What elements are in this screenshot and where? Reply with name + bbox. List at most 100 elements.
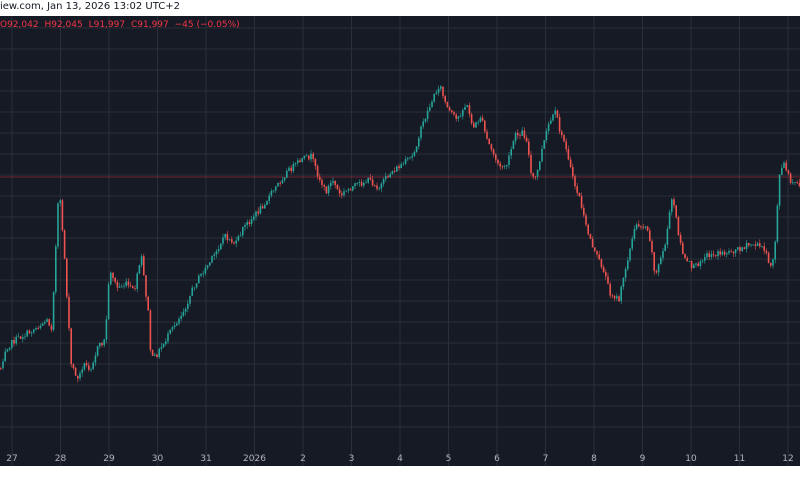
candle-body	[70, 328, 72, 365]
candle-body	[400, 164, 402, 169]
candle-body	[519, 135, 521, 136]
candle-body	[129, 285, 132, 287]
candle-body	[525, 137, 528, 142]
candle-body	[638, 224, 640, 227]
x-tick-label: 31	[200, 454, 211, 464]
candle-body	[41, 323, 44, 326]
candle-body	[178, 318, 180, 324]
candle-body	[787, 170, 790, 174]
candle-body	[226, 234, 229, 241]
candle-body	[690, 261, 693, 269]
candle-body	[767, 252, 770, 263]
candles	[0, 84, 800, 383]
candle-body	[499, 163, 501, 167]
candle-body	[288, 167, 290, 171]
candle-body	[242, 227, 244, 236]
ohlc-legend: O92,042 H92,045 L91,997 C91,997 −45 (−0.…	[0, 20, 243, 30]
candle-body	[162, 343, 165, 347]
candle-body	[26, 330, 28, 337]
chart-panel[interactable]: 27 28 29 30 31 2026 2 3 4 5 6 7 8 9 10 11 12 O92,042 H92…	[0, 16, 800, 466]
candle-body	[748, 242, 750, 246]
candle-body	[600, 259, 603, 267]
candle-body	[248, 222, 251, 224]
x-tick-label: 29	[103, 454, 115, 464]
candle-body	[616, 296, 618, 299]
candle-body	[283, 177, 286, 181]
candle-body	[633, 229, 636, 239]
candle-body	[574, 176, 576, 187]
candle-body	[19, 336, 22, 339]
candle-body	[508, 155, 510, 166]
candle-body	[257, 211, 259, 214]
candle-body	[609, 283, 611, 296]
candle-body	[55, 246, 57, 293]
candle-body	[796, 182, 798, 184]
candle-body	[545, 130, 548, 141]
candle-body	[330, 182, 332, 187]
candle-body	[778, 174, 781, 206]
candle-body	[734, 249, 737, 254]
candle-body	[719, 251, 721, 255]
candle-body	[794, 182, 796, 184]
x-tick-label: 7	[543, 454, 549, 464]
candle-body	[74, 368, 77, 376]
candle-body	[233, 242, 235, 244]
candle-body	[644, 226, 647, 228]
candle-body	[253, 216, 255, 220]
candle-body	[435, 92, 438, 94]
candle-body	[299, 160, 301, 163]
time-axis[interactable]	[0, 466, 800, 500]
candle-body	[651, 240, 653, 253]
candle-body	[198, 275, 200, 284]
candle-body	[789, 173, 792, 183]
candle-body	[671, 199, 673, 213]
candle-body	[704, 257, 706, 261]
candle-body	[462, 110, 464, 117]
candle-body	[429, 107, 431, 111]
candle-body	[541, 148, 543, 162]
candle-body	[792, 182, 794, 184]
candle-body	[396, 166, 398, 172]
candle-body	[763, 246, 765, 251]
candle-body	[631, 238, 633, 249]
candle-body	[666, 228, 669, 245]
candle-body	[371, 179, 374, 186]
candle-body	[602, 266, 605, 273]
candle-body	[512, 141, 515, 150]
candle-body	[706, 253, 708, 258]
candle-body	[745, 242, 748, 249]
candle-body	[239, 235, 242, 237]
candle-body	[88, 365, 90, 370]
candle-body	[228, 239, 231, 241]
candlestick-chart[interactable]: 27 28 29 30 31 2026 2 3 4 5 6 7 8 9 10 11 12	[0, 16, 800, 466]
candle-body	[754, 244, 757, 246]
candle-body	[259, 206, 262, 214]
candle-body	[123, 285, 125, 287]
candle-body	[30, 332, 33, 334]
candle-body	[81, 369, 83, 373]
candle-body	[635, 224, 638, 230]
candle-body	[24, 336, 26, 338]
candle-body	[341, 193, 343, 196]
candle-body	[759, 243, 761, 247]
candle-body	[99, 342, 101, 347]
candle-body	[112, 272, 114, 278]
source-date-text: iew.com, Jan 13, 2026 13:02 UTC+2	[0, 1, 180, 12]
candle-body	[550, 120, 552, 124]
candle-body	[312, 153, 314, 159]
grid-lines	[0, 16, 800, 466]
candle-body	[572, 166, 574, 177]
candle-body	[363, 182, 365, 186]
x-tick-label: 12	[782, 454, 793, 464]
candle-body	[642, 227, 644, 229]
candle-body	[378, 188, 380, 190]
candle-body	[147, 296, 149, 311]
candle-body	[275, 186, 277, 191]
candle-body	[710, 254, 713, 257]
candle-body	[222, 237, 224, 244]
candle-body	[530, 154, 532, 174]
candle-body	[246, 222, 248, 225]
candle-body	[730, 251, 732, 252]
x-tick-label: 2	[300, 454, 306, 464]
candle-body	[481, 117, 484, 121]
